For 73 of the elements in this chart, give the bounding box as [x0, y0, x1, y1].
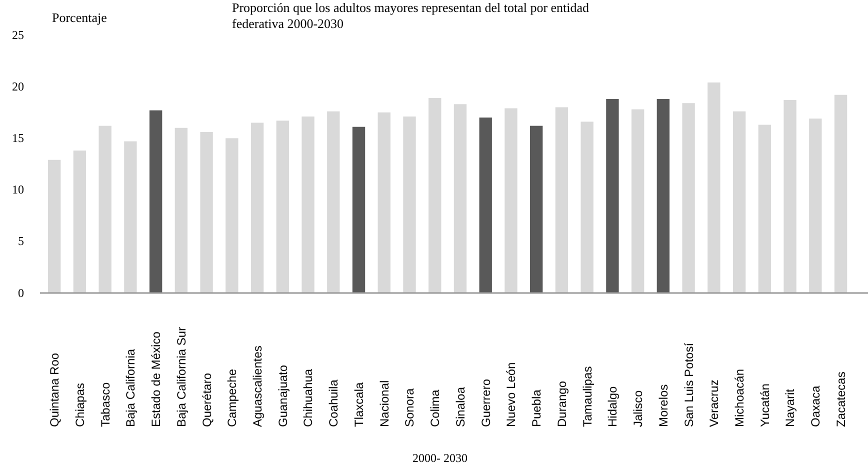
bar: [454, 104, 467, 293]
x-tick-label: Durango: [554, 380, 569, 427]
bar: [809, 118, 822, 293]
bar: [403, 116, 416, 293]
y-tick-label: 10: [12, 182, 24, 197]
x-tick-label: Hidalgo: [606, 386, 620, 427]
y-tick-label: 5: [18, 234, 24, 248]
x-tick-label: San Luis Potosí: [682, 342, 696, 427]
bar: [758, 124, 772, 293]
x-tick-label: Tabasco: [98, 382, 112, 427]
bar: [226, 138, 238, 293]
x-tick-label: Jalisco: [631, 390, 646, 427]
bar: [732, 111, 746, 293]
bar: [250, 122, 264, 293]
y-tick-label: 15: [12, 131, 24, 146]
x-tick-label: Morelos: [656, 384, 670, 427]
bar: [555, 107, 568, 293]
y-tick-label: 25: [12, 28, 24, 42]
bar: [784, 100, 796, 293]
x-tick-label: Campeche: [225, 368, 240, 427]
bar: [48, 160, 61, 293]
bar: [200, 132, 213, 293]
bar: [276, 120, 290, 293]
bar: [98, 126, 112, 293]
bar: [656, 98, 670, 293]
bar: [834, 94, 848, 293]
y-axis-title: Porcentaje: [52, 10, 108, 25]
x-tick-label: Puebla: [530, 389, 544, 427]
x-tick-label: Sinaloa: [453, 386, 468, 427]
x-tick-label: Baja California Sur: [174, 326, 188, 427]
x-tick-label: Baja California: [124, 348, 138, 427]
x-tick-label: Guanajuato: [276, 364, 290, 427]
bar: [302, 116, 314, 293]
x-tick-label: Chihuahua: [301, 368, 316, 427]
x-tick-label: Oaxaca: [808, 385, 823, 427]
bar: [73, 150, 86, 293]
x-tick-label: Nacional: [377, 380, 392, 427]
x-tick-label: Nayarit: [783, 388, 798, 427]
x-tick-label: Guerrero: [478, 378, 493, 427]
bar: [530, 126, 543, 293]
x-tick-label: Tlaxcala: [352, 382, 366, 427]
x-tick-label: Veracruz: [707, 380, 722, 427]
x-tick-label: Colima: [428, 389, 442, 427]
bar: [708, 82, 720, 293]
x-tick-label: Yucatán: [758, 384, 772, 427]
x-tick-label: Michoacán: [732, 368, 746, 427]
x-tick-label: Nuevo León: [504, 362, 518, 427]
x-tick-label: Tamaulipas: [580, 366, 594, 427]
x-tick-label: Zacatecas: [834, 372, 848, 427]
x-tick-label: Estado de México: [149, 331, 164, 427]
x-tick-label: Querétaro: [200, 372, 214, 427]
bar: [631, 109, 644, 293]
x-axis-title: 2000- 2030: [412, 451, 468, 465]
bar: [428, 98, 442, 293]
bar: [149, 110, 162, 293]
chart-title: Proporción que los adultos mayores representan del total por entidad federativa 2000-2030: [232, 0, 590, 31]
x-tick-label: Coahuila: [326, 379, 341, 427]
bar: [682, 103, 695, 293]
y-tick-label: 0: [18, 286, 24, 300]
bar: [327, 111, 340, 293]
bar: [352, 126, 366, 293]
x-tick-label: Aguascalientes: [250, 346, 264, 427]
x-tick-label: Quintana Roo: [48, 352, 62, 427]
bar: [504, 108, 518, 293]
bar: [479, 118, 492, 293]
bar: [378, 112, 390, 293]
x-tick-label: Chiapas: [72, 382, 87, 427]
y-tick-label: 20: [12, 79, 24, 94]
bar: [606, 98, 619, 293]
bar: [174, 128, 188, 293]
bar: [580, 122, 594, 293]
bar: [124, 141, 137, 293]
x-tick-label: Sonora: [402, 388, 417, 427]
